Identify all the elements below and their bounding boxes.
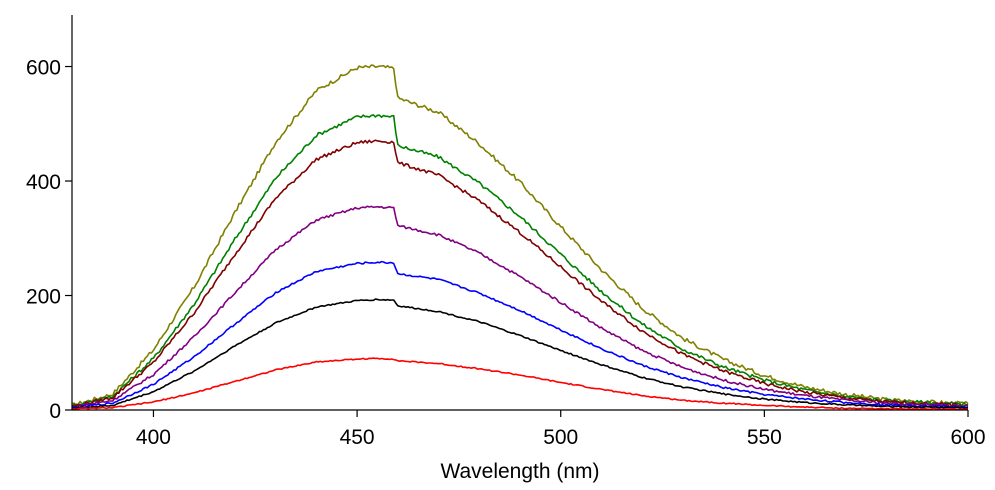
y-tick-label: 200 xyxy=(26,286,61,309)
x-tick-label: 450 xyxy=(340,426,375,449)
y-tick-label: 400 xyxy=(26,171,61,194)
y-tick-label: 0 xyxy=(49,400,61,423)
y-tick-label: 600 xyxy=(26,57,61,80)
spectrum-line-3 xyxy=(71,139,969,408)
series-layer xyxy=(71,64,969,411)
x-tick-label: 400 xyxy=(136,426,171,449)
spectrum-line-6 xyxy=(71,298,969,410)
x-axis-title: Wavelength (nm) xyxy=(440,460,599,483)
spectrum-line-2 xyxy=(71,114,969,408)
x-tick-label: 550 xyxy=(747,426,782,449)
x-tick-label: 600 xyxy=(950,426,985,449)
ticks-layer: 400 450 500 550 600 0 200 400 600 xyxy=(26,57,986,449)
spectrum-line-7 xyxy=(71,357,969,411)
spectrum-line-1 xyxy=(71,64,969,407)
spectrum-line-4 xyxy=(71,205,969,409)
spectrum-line-5 xyxy=(71,260,969,409)
x-tick-label: 500 xyxy=(543,426,578,449)
